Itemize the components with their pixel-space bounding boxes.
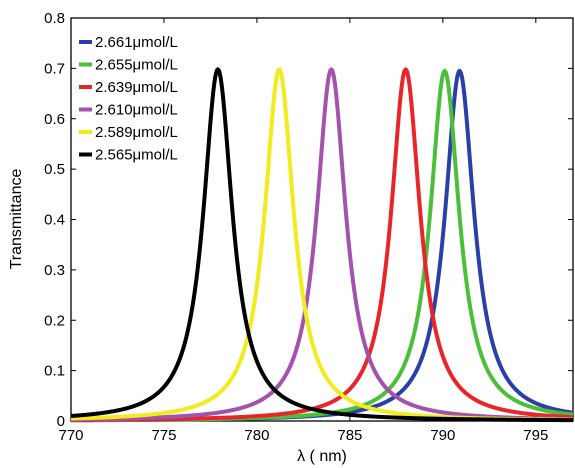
x-tick-label-3: 785 — [337, 427, 362, 444]
legend-label-5: 2.565μmol/L — [95, 147, 178, 164]
y-axis-ticks: 0 0.1 0.2 0.3 0.4 0.5 0.6 0.7 0.8 — [44, 10, 573, 430]
legend-label-0: 2.661μmol/L — [95, 34, 178, 51]
x-axis-label: λ ( nm) — [297, 448, 347, 465]
legend-label-1: 2.655μmol/L — [95, 57, 178, 74]
series-line-5 — [69, 67, 575, 423]
legend-label-3: 2.610μmol/L — [95, 102, 178, 119]
y-tick-label-3: 0.3 — [44, 262, 65, 279]
y-tick-label-4: 0.4 — [44, 212, 65, 229]
y-tick-label-7: 0.7 — [44, 60, 65, 77]
y-tick-label-1: 0.1 — [44, 363, 65, 380]
y-tick-label-2: 0.2 — [44, 312, 65, 329]
y-tick-label-5: 0.5 — [44, 161, 65, 178]
x-tick-label-0: 770 — [58, 427, 83, 444]
x-tick-label-2: 780 — [244, 427, 269, 444]
x-axis-ticks: 770 775 780 785 790 795 — [58, 18, 548, 444]
legend-label-4: 2.589μmol/L — [95, 124, 178, 141]
y-axis-label: Transmittance — [8, 169, 25, 270]
x-tick-label-5: 795 — [523, 427, 548, 444]
y-tick-label-8: 0.8 — [44, 10, 65, 27]
y-tick-label-0: 0 — [57, 413, 65, 430]
series-lines — [69, 67, 575, 423]
y-tick-label-6: 0.6 — [44, 111, 65, 128]
legend: 2.661μmol/L 2.655μmol/L 2.639μmol/L 2.610μm… — [79, 34, 178, 164]
legend-label-2: 2.639μmol/L — [95, 79, 178, 96]
x-tick-label-1: 775 — [151, 427, 176, 444]
x-tick-label-4: 790 — [430, 427, 455, 444]
